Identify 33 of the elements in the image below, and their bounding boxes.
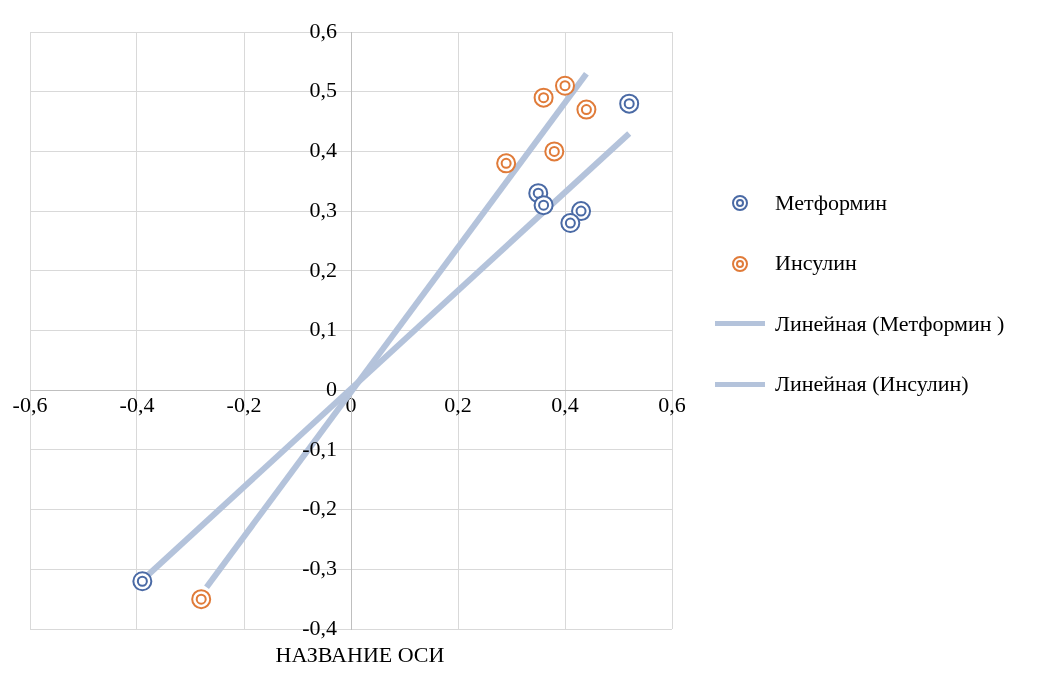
y-tick-label: 0,1 — [309, 316, 337, 342]
x-tick-label: -0,2 — [226, 392, 262, 418]
x-axis-title: НАЗВАНИЕ ОСИ — [274, 642, 446, 668]
y-tick-label: 0,2 — [309, 256, 337, 282]
y-tick-label: 0 — [326, 375, 337, 401]
point — [496, 153, 517, 174]
point — [555, 75, 575, 96]
y-tick-label: -0,3 — [302, 555, 337, 581]
legend-label: Линейная (Инсулин) — [775, 371, 969, 398]
point — [544, 141, 565, 162]
y-tick-label: 0,4 — [309, 137, 337, 163]
point — [533, 195, 554, 216]
point — [560, 213, 581, 234]
y-tick-label: -0,4 — [302, 614, 337, 640]
x-tick-label: 0,4 — [551, 392, 579, 418]
y-tick-label: -0,2 — [302, 495, 337, 521]
y-tick-label: 0,6 — [309, 17, 337, 43]
point — [571, 201, 592, 222]
point — [533, 87, 554, 108]
point — [191, 589, 212, 610]
x-tick-label: -0,4 — [119, 392, 155, 418]
y-tick-label: 0,5 — [309, 77, 337, 103]
legend-label: Линейная (Метформин ) — [775, 310, 1005, 338]
x-tick-label: 0,2 — [444, 392, 472, 418]
legend-label: Метформин — [775, 190, 888, 217]
x-tick-label: -0,6 — [12, 392, 48, 418]
legend-label: Инсулин — [775, 250, 857, 277]
point — [619, 93, 640, 114]
x-tick-label: 0,6 — [658, 392, 686, 418]
point — [132, 571, 153, 592]
point — [576, 99, 597, 120]
y-tick-label: 0,3 — [309, 196, 337, 222]
y-tick-label: -0,1 — [302, 435, 337, 461]
